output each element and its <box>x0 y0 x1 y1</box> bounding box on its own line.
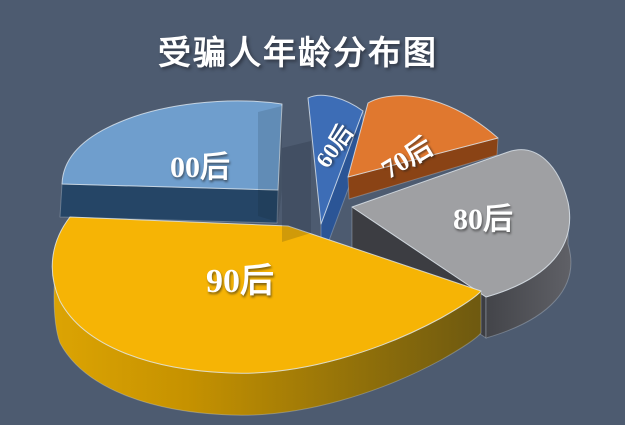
chart-title: 受骗人年龄分布图 <box>158 35 438 72</box>
label-00hou: 00后 <box>170 151 230 184</box>
slice-00hou-side <box>59 183 279 224</box>
slice-90hou-top <box>51 216 482 374</box>
label-80hou: 80后 <box>453 203 513 236</box>
slice-70hou-top <box>347 95 499 178</box>
slice-60hou-top <box>307 94 364 225</box>
slice-00hou-top <box>61 100 283 191</box>
slice-70hou <box>347 95 499 200</box>
cast-shadow-corner <box>258 106 282 222</box>
label-90hou: 90后 <box>206 262 274 300</box>
cast-shadow-column <box>282 141 311 242</box>
slice-00hou <box>59 100 283 224</box>
slice-80hou-top <box>351 149 571 298</box>
slice-90hou <box>51 216 482 416</box>
slice-60hou <box>307 94 364 263</box>
